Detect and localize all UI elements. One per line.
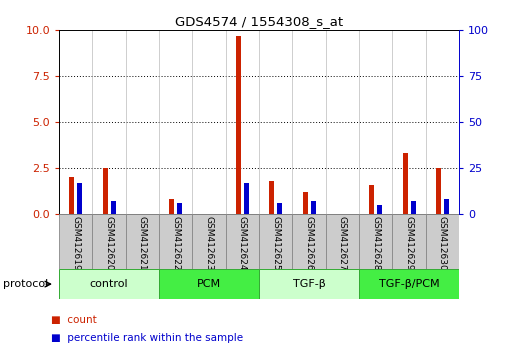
Bar	[110, 201, 115, 214]
Bar	[126, 214, 159, 269]
Text: GSM412621: GSM412621	[138, 216, 147, 271]
Bar	[236, 36, 241, 214]
Bar	[303, 192, 308, 214]
Bar	[177, 203, 182, 214]
Text: GSM412630: GSM412630	[438, 216, 447, 271]
Bar	[377, 205, 382, 214]
Bar	[259, 269, 359, 299]
Text: GSM412619: GSM412619	[71, 216, 80, 271]
Bar	[169, 199, 174, 214]
Text: GSM412624: GSM412624	[238, 216, 247, 271]
Bar	[59, 269, 159, 299]
Text: ■  percentile rank within the sample: ■ percentile rank within the sample	[51, 333, 244, 343]
Bar	[269, 181, 274, 214]
Bar	[310, 201, 315, 214]
Bar	[403, 153, 408, 214]
Text: GSM412628: GSM412628	[371, 216, 380, 271]
Bar	[92, 214, 126, 269]
Text: GSM412626: GSM412626	[305, 216, 313, 271]
Bar	[59, 214, 92, 269]
Text: GSM412620: GSM412620	[105, 216, 113, 271]
Bar	[436, 168, 441, 214]
Bar	[292, 214, 326, 269]
Text: GSM412622: GSM412622	[171, 216, 180, 271]
Bar	[159, 269, 259, 299]
Text: GSM412627: GSM412627	[338, 216, 347, 271]
Bar	[192, 214, 226, 269]
Bar	[326, 214, 359, 269]
Text: TGF-β: TGF-β	[293, 279, 325, 289]
Text: protocol: protocol	[3, 279, 48, 289]
Text: PCM: PCM	[197, 279, 221, 289]
Bar	[359, 269, 459, 299]
Bar	[259, 214, 292, 269]
Bar	[244, 183, 249, 214]
Bar	[77, 183, 82, 214]
Bar	[277, 203, 282, 214]
Text: TGF-β/PCM: TGF-β/PCM	[379, 279, 440, 289]
Text: GSM412625: GSM412625	[271, 216, 280, 271]
Text: control: control	[90, 279, 128, 289]
Bar	[69, 177, 74, 214]
Bar	[103, 168, 108, 214]
Title: GDS4574 / 1554308_s_at: GDS4574 / 1554308_s_at	[175, 15, 343, 28]
Text: ■  count: ■ count	[51, 315, 97, 325]
Bar	[159, 214, 192, 269]
Bar	[410, 201, 416, 214]
Bar	[426, 214, 459, 269]
Bar	[359, 214, 392, 269]
Text: GSM412623: GSM412623	[205, 216, 213, 271]
Bar	[369, 185, 374, 214]
Bar	[392, 214, 426, 269]
Bar	[444, 199, 449, 214]
Bar	[226, 214, 259, 269]
Text: GSM412629: GSM412629	[405, 216, 413, 271]
